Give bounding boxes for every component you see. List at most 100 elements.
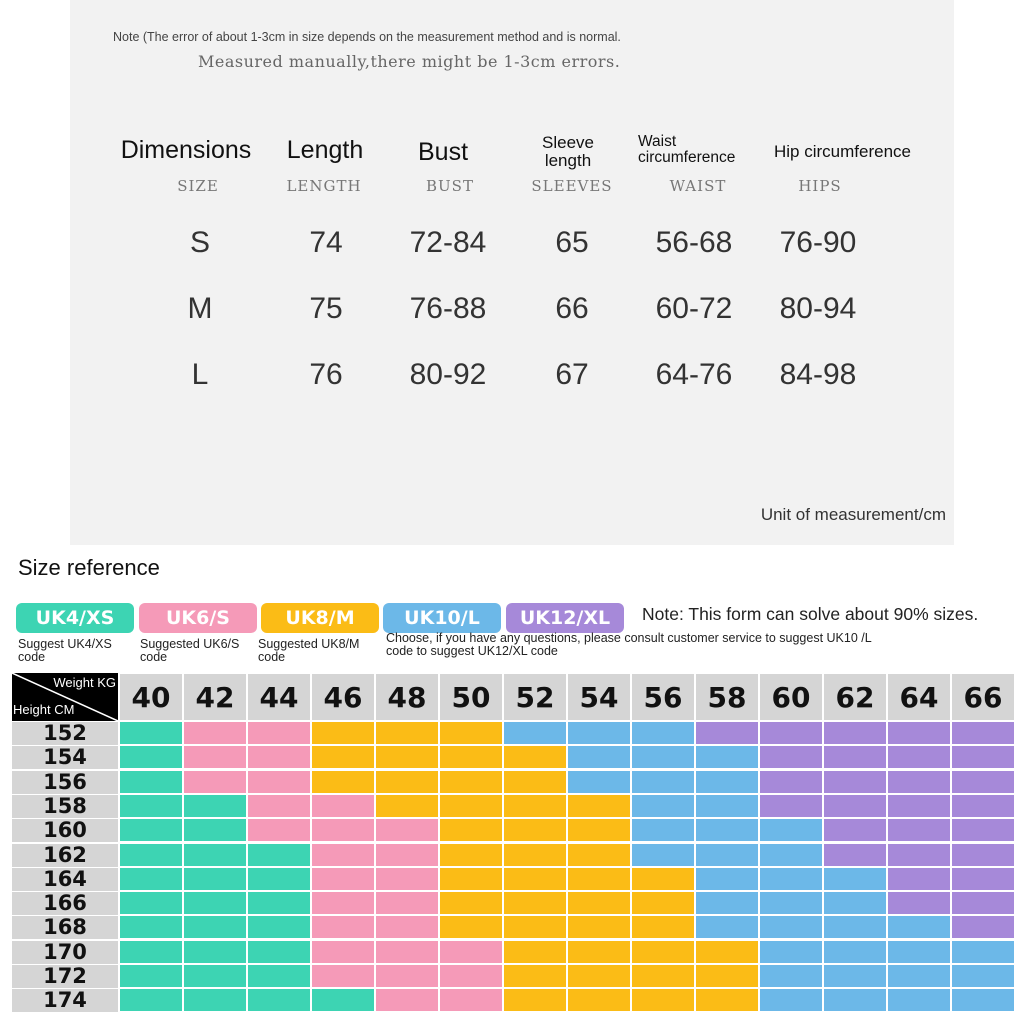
size-cell-166-40 (120, 892, 182, 915)
size-cell-172-60 (760, 965, 822, 987)
size-cell-160-58 (696, 819, 758, 842)
size-cell-158-54 (568, 794, 630, 817)
diagonal-divider-icon (12, 673, 118, 721)
weight-header-66: 66 (952, 674, 1014, 720)
size-cell-154-50 (440, 746, 502, 769)
size-cell-154-40 (120, 746, 182, 769)
size-cell-158-64 (888, 794, 950, 817)
size-cell-166-58 (696, 892, 758, 915)
size-cell-156-44 (248, 770, 310, 793)
header-waist: Waist circumference (638, 133, 736, 167)
unit-label: Unit of measurement/cm (760, 505, 946, 524)
size-cell-170-48 (376, 940, 438, 963)
size-cell-152-54 (568, 722, 630, 744)
height-axis-label: Height CM (13, 702, 75, 717)
size-cell-156-52 (504, 770, 566, 793)
size-cell-172-54 (568, 965, 630, 987)
subheader-hips: HIPS (798, 177, 842, 195)
size-cell-172-62 (824, 965, 886, 987)
coverage-note: Note: This form can solve about 90% size… (642, 604, 979, 624)
size-cell-154-66 (952, 746, 1014, 769)
header-length: Length (286, 136, 364, 164)
row-l-waist: 64-76 (655, 358, 733, 391)
size-cell-164-56 (632, 867, 694, 890)
size-cell-170-62 (824, 940, 886, 963)
legend-uk10-l: UK10/L (383, 603, 501, 633)
size-cell-154-42 (184, 746, 246, 769)
size-reference-title: Size reference (18, 555, 160, 580)
height-header-174: 174 (12, 989, 118, 1013)
size-cell-158-42 (184, 794, 246, 817)
size-cell-158-50 (440, 794, 502, 817)
size-cell-156-46 (312, 770, 374, 793)
size-cell-164-44 (248, 867, 310, 890)
size-cell-160-64 (888, 819, 950, 842)
size-cell-160-46 (312, 819, 374, 842)
size-cell-170-58 (696, 940, 758, 963)
size-cell-164-58 (696, 867, 758, 890)
size-cell-174-62 (824, 989, 886, 1012)
size-cell-152-56 (632, 722, 694, 744)
size-cell-172-40 (120, 965, 182, 987)
height-header-154: 154 (12, 746, 118, 770)
size-cell-166-54 (568, 892, 630, 915)
size-cell-168-42 (184, 916, 246, 939)
size-cell-174-56 (632, 989, 694, 1012)
size-cell-172-46 (312, 965, 374, 987)
size-cell-172-44 (248, 965, 310, 987)
size-cell-158-46 (312, 794, 374, 817)
size-cell-168-44 (248, 916, 310, 939)
size-cell-168-56 (632, 916, 694, 939)
height-header-166: 166 (12, 892, 118, 916)
size-cell-154-46 (312, 746, 374, 769)
size-cell-160-54 (568, 819, 630, 842)
height-header-160: 160 (12, 819, 118, 843)
size-cell-170-64 (888, 940, 950, 963)
size-cell-164-66 (952, 867, 1014, 890)
legend-caption-uk6: Suggested UK6/S code (140, 637, 240, 664)
size-cell-172-52 (504, 965, 566, 987)
size-cell-162-60 (760, 843, 822, 866)
size-cell-164-60 (760, 867, 822, 890)
subheader-size: SIZE (177, 177, 219, 195)
size-cell-156-40 (120, 770, 182, 793)
size-cell-172-56 (632, 965, 694, 987)
size-cell-174-50 (440, 989, 502, 1012)
subheader-sleeves: SLEEVES (531, 177, 613, 195)
header-hips: Hip circumference (774, 142, 911, 161)
weight-header-64: 64 (888, 674, 950, 720)
size-cell-158-58 (696, 794, 758, 817)
size-cell-152-64 (888, 722, 950, 744)
size-cell-168-46 (312, 916, 374, 939)
size-cell-170-40 (120, 940, 182, 963)
size-cell-174-54 (568, 989, 630, 1012)
size-cell-162-50 (440, 843, 502, 866)
weight-header-40: 40 (120, 674, 182, 720)
size-cell-160-52 (504, 819, 566, 842)
size-cell-168-50 (440, 916, 502, 939)
legend-uk6-s: UK6/S (139, 603, 257, 633)
size-cell-152-46 (312, 722, 374, 744)
size-cell-166-48 (376, 892, 438, 915)
size-cell-162-62 (824, 843, 886, 866)
size-cell-162-56 (632, 843, 694, 866)
size-cell-158-52 (504, 794, 566, 817)
row-s-length: 74 (309, 226, 343, 259)
row-l-sleeves: 67 (555, 358, 589, 391)
size-cell-174-66 (952, 989, 1014, 1012)
height-header-172: 172 (12, 965, 118, 988)
row-m-length: 75 (309, 292, 343, 325)
size-cell-162-64 (888, 843, 950, 866)
row-l-hips: 84-98 (779, 358, 857, 391)
weight-axis-label: Weight KG (53, 675, 116, 690)
size-cell-170-66 (952, 940, 1014, 963)
size-cell-152-48 (376, 722, 438, 744)
subheader-bust: BUST (426, 177, 474, 195)
size-cell-154-44 (248, 746, 310, 769)
measurement-note: Note (The error of about 1-3cm in size d… (113, 30, 621, 44)
header-bust: Bust (417, 138, 469, 166)
row-l-bust: 80-92 (409, 358, 487, 391)
size-cell-158-62 (824, 794, 886, 817)
size-cell-174-52 (504, 989, 566, 1012)
size-cell-154-56 (632, 746, 694, 769)
